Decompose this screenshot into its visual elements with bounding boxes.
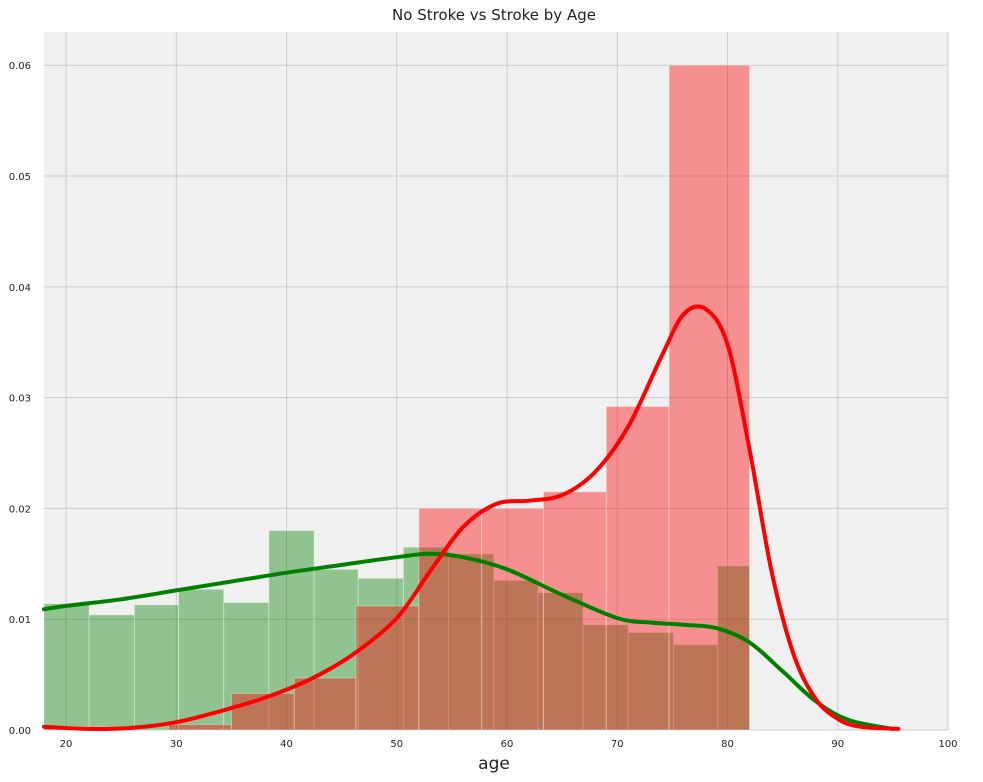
y-tick-label: 0.06 [9, 61, 31, 72]
x-tick-label: 60 [501, 739, 514, 750]
x-tick-label: 70 [611, 739, 624, 750]
no-stroke-bar [88, 614, 135, 731]
x-tick-label: 40 [280, 739, 293, 750]
chart-title: No Stroke vs Stroke by Age [392, 6, 596, 24]
stroke-bars [43, 64, 751, 731]
y-tick-labels: 0.00 0.01 0.02 0.03 0.04 0.05 0.06 [9, 61, 31, 737]
grid-layer [44, 32, 949, 731]
x-tick-label: 30 [170, 739, 183, 750]
stroke-bar [293, 677, 357, 731]
x-tick-label: 100 [938, 739, 957, 750]
no-stroke-bar [717, 565, 751, 731]
x-tick-label: 50 [390, 739, 403, 750]
no-stroke-bars [43, 530, 751, 731]
no-stroke-bar [268, 530, 315, 731]
stroke-kde-line [42, 304, 901, 731]
no-stroke-bar [537, 592, 584, 731]
x-tick-labels: 20 30 40 50 60 70 80 90 100 [60, 739, 958, 750]
stroke-bar [481, 507, 544, 731]
no-stroke-bar [582, 624, 629, 731]
no-stroke-bar [672, 644, 719, 731]
no-stroke-bar [133, 604, 179, 731]
y-tick-label: 0.00 [9, 726, 31, 737]
no-stroke-bar [43, 603, 90, 731]
no-stroke-bar [177, 588, 225, 731]
stroke-bar [168, 723, 232, 731]
y-tick-label: 0.04 [9, 283, 31, 294]
no-stroke-bar [357, 577, 404, 731]
x-tick-label: 80 [721, 739, 734, 750]
x-axis-label: age [478, 754, 510, 774]
x-tick-label: 20 [60, 739, 73, 750]
y-tick-label: 0.03 [9, 394, 31, 405]
stroke-bar [668, 64, 751, 731]
kde-curves [42, 304, 901, 731]
no-stroke-kde-line [42, 551, 895, 731]
x-tick-label: 90 [831, 739, 844, 750]
stroke-bar [355, 605, 420, 731]
no-stroke-bar [493, 579, 539, 731]
no-stroke-bar [313, 568, 359, 731]
y-tick-label: 0.02 [9, 504, 31, 515]
y-tick-label: 0.01 [9, 615, 31, 626]
no-stroke-bar [627, 632, 674, 731]
y-tick-label: 0.05 [9, 172, 31, 183]
plot-background [44, 32, 948, 730]
stroke-bar [605, 405, 670, 731]
no-stroke-bar [448, 553, 495, 731]
